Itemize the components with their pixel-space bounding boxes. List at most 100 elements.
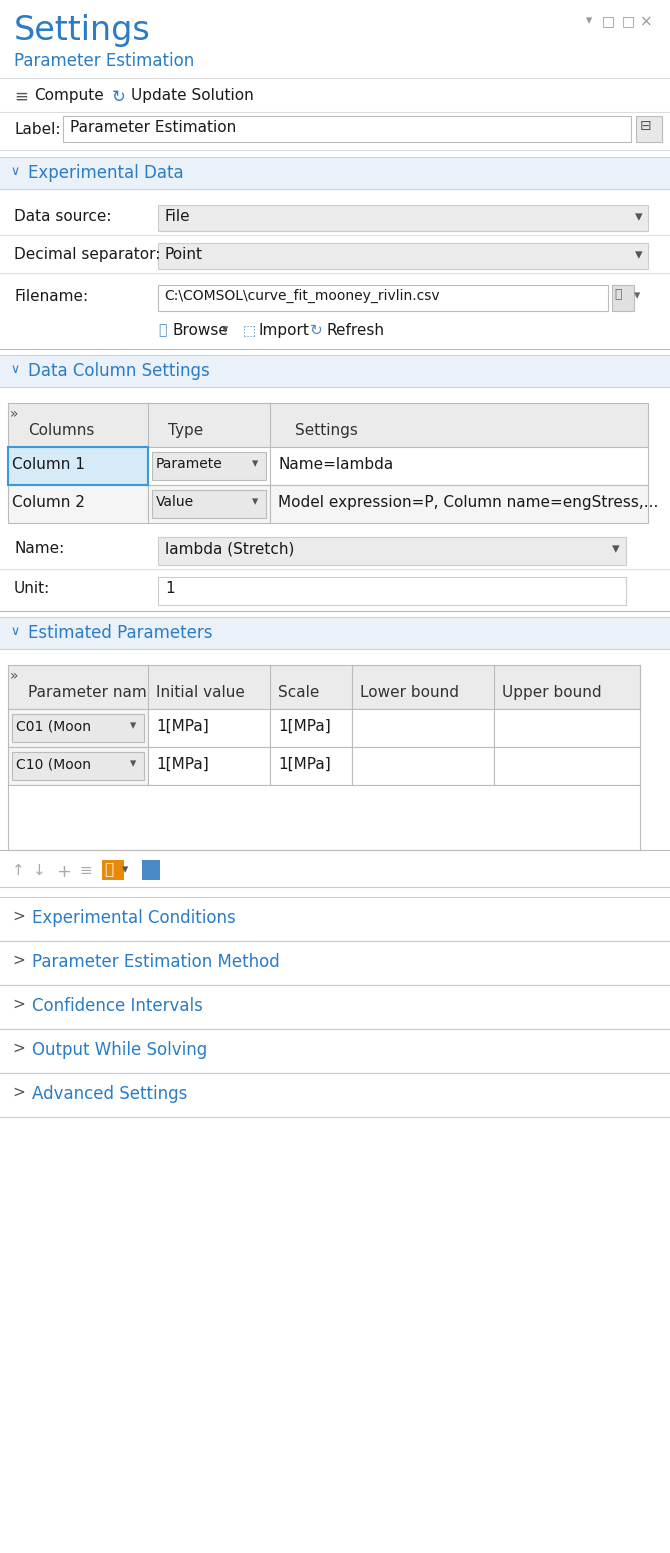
Bar [63,116,631,141]
Text: ▾: ▾ [634,289,641,301]
Bar [0,356,670,387]
Text: >: > [12,1041,25,1056]
Text: □: □ [602,14,615,28]
Text: 🗁: 🗁 [614,287,622,301]
Text: ⊟: ⊟ [640,120,652,134]
Text: Data source:: Data source: [14,210,111,224]
Bar [148,710,270,747]
Bar [494,747,640,784]
Bar [152,452,266,480]
Text: ↑: ↑ [12,863,25,877]
Text: Data Column Settings: Data Column Settings [28,362,210,380]
Bar [8,747,148,784]
Text: ▾: ▾ [586,14,592,26]
Text: Compute: Compute [34,89,104,102]
Text: Columns: Columns [28,422,94,438]
Bar [0,941,670,985]
Text: ▾: ▾ [252,457,258,471]
Text: Name=lambda: Name=lambda [278,457,393,472]
Bar [152,491,266,519]
Text: Experimental Data: Experimental Data [28,165,184,182]
Text: Import: Import [258,323,309,339]
Bar [494,710,640,747]
Bar [0,617,670,649]
Text: 🗁: 🗁 [158,323,166,337]
Text: 1: 1 [165,581,175,596]
Bar [636,116,662,141]
Text: »: » [10,407,19,421]
Text: □: □ [622,14,635,28]
Text: 🗁: 🗁 [104,862,113,877]
Text: ∨: ∨ [10,165,19,179]
Bar [8,447,148,485]
Bar [612,286,634,311]
Text: +: + [56,863,71,881]
Text: ∨: ∨ [10,624,19,638]
Bar [148,447,270,485]
Bar [8,665,640,710]
Text: 1[MPa]: 1[MPa] [156,719,209,735]
Bar [0,1073,670,1117]
Bar [270,710,352,747]
Text: C:\COMSOL\curve_fit_mooney_rivlin.csv: C:\COMSOL\curve_fit_mooney_rivlin.csv [164,289,440,303]
Text: Browse: Browse [173,323,229,339]
Bar [270,485,648,523]
Text: Unit:: Unit: [14,581,50,596]
Text: Name:: Name: [14,540,64,556]
Text: Experimental Conditions: Experimental Conditions [32,909,236,927]
Bar [270,447,648,485]
Text: Parameter Estimation: Parameter Estimation [14,51,194,70]
Bar [158,205,648,231]
Text: ▾: ▾ [122,863,128,876]
Text: Filename:: Filename: [14,289,88,304]
Text: Refresh: Refresh [327,323,385,339]
Text: ↓: ↓ [33,863,46,877]
Text: >: > [12,1086,25,1100]
Bar [8,402,648,447]
Text: ≡: ≡ [14,89,28,106]
Text: >: > [12,909,25,924]
Text: ▾: ▾ [612,540,620,556]
Text: ▾: ▾ [130,756,136,770]
Text: ▾: ▾ [635,247,643,262]
Text: Decimal separator:: Decimal separator: [14,247,160,262]
Bar [158,286,608,311]
Text: ▾: ▾ [222,323,228,335]
Text: Advanced Settings: Advanced Settings [32,1086,188,1103]
Text: Lower bound: Lower bound [360,685,459,700]
Bar [148,747,270,784]
Text: 1[MPa]: 1[MPa] [156,756,209,772]
Bar [148,485,270,523]
Text: »: » [10,669,19,683]
Text: Column 2: Column 2 [12,495,85,509]
Bar [12,752,144,780]
Bar [352,710,494,747]
Text: Column 1: Column 1 [12,457,85,472]
Text: ▾: ▾ [635,210,643,224]
Text: lambda (Stretch): lambda (Stretch) [165,540,294,556]
Text: ×: × [640,14,653,30]
Text: Confidence Intervals: Confidence Intervals [32,997,203,1016]
Text: >: > [12,954,25,968]
Text: Settings: Settings [14,14,151,47]
Bar [158,537,626,565]
Text: Parameter Estimation: Parameter Estimation [70,120,237,135]
Text: ↻: ↻ [310,323,323,339]
Text: 1[MPa]: 1[MPa] [278,756,331,772]
Bar [0,1030,670,1073]
Bar [12,714,144,742]
Bar [158,242,648,269]
Text: ⬚: ⬚ [243,323,256,337]
Bar [0,157,670,189]
Text: Parameter nam: Parameter nam [28,685,147,700]
Text: Initial value: Initial value [156,685,245,700]
Bar [8,784,640,849]
Text: Upper bound: Upper bound [502,685,602,700]
Bar [8,485,148,523]
Text: Type: Type [168,422,203,438]
Text: C01 (Moon: C01 (Moon [16,719,91,733]
Bar [0,898,670,941]
Bar [270,747,352,784]
Text: ↻: ↻ [112,89,126,106]
Text: ▾: ▾ [130,719,136,731]
